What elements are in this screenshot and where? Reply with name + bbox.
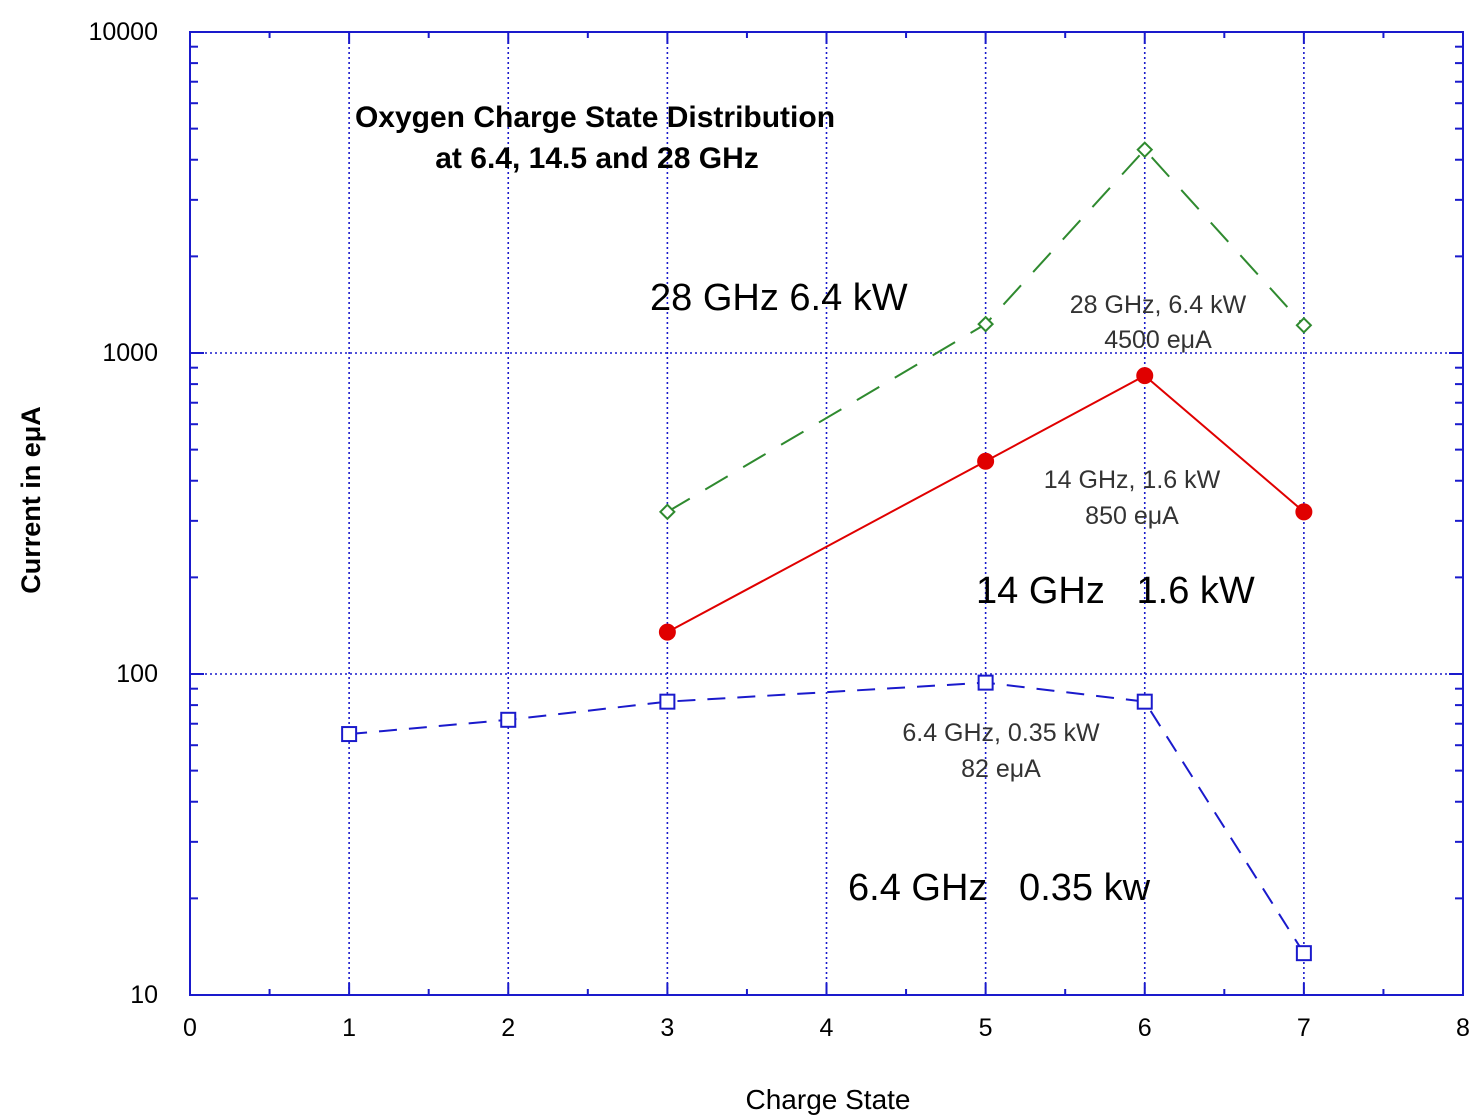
x-axis-label: Charge State	[746, 1084, 911, 1115]
y-tick-label: 10	[130, 981, 158, 1009]
chart-subtitle: at 6.4, 14.5 and 28 GHz	[435, 142, 758, 175]
plot-frame	[189, 31, 1464, 996]
big-label-28ghz: 28 GHz 6.4 kW	[650, 277, 908, 319]
x-tick-label: 0	[183, 1014, 197, 1042]
annotation-28ghz-line1: 28 GHz, 6.4 kW	[1070, 291, 1247, 319]
x-tick-label: 8	[1456, 1014, 1470, 1042]
x-tick-label: 6	[1138, 1014, 1152, 1042]
data-point-square	[500, 711, 517, 728]
data-point-square	[341, 726, 358, 743]
annotation-28ghz-line2: 4500 eμA	[1104, 326, 1212, 354]
grid	[190, 32, 1463, 995]
series-line	[666, 148, 1305, 513]
y-tick-label: 10000	[88, 18, 158, 46]
x-tick-label: 1	[342, 1014, 356, 1042]
annotation-14ghz-line1: 14 GHz, 1.6 kW	[1044, 466, 1221, 494]
series-open-square	[341, 674, 1312, 962]
data-point-diamond	[977, 315, 995, 333]
x-tick-label: 7	[1297, 1014, 1311, 1042]
series	[341, 141, 1313, 962]
annotation-6ghz-line1: 6.4 GHz, 0.35 kW	[902, 719, 1100, 747]
data-point-diamond	[1295, 316, 1313, 334]
data-point-circle	[977, 452, 995, 470]
data-point-square	[1295, 945, 1312, 962]
y-axis-label: Current in eμA	[16, 406, 46, 594]
annotation-14ghz-line2: 850 eμA	[1085, 502, 1179, 530]
series-diamond	[658, 141, 1313, 521]
data-point-square	[977, 674, 994, 691]
chart-title: Oxygen Charge State Distribution	[355, 101, 835, 134]
data-point-circle	[1136, 367, 1154, 385]
tick-labels: 0 1 2 3 4 5 6 7 8 10 100 1000 10000	[88, 18, 1469, 1042]
data-point-square	[1136, 693, 1153, 710]
big-label-14ghz: 14 GHz 1.6 kW	[976, 570, 1255, 612]
series-line	[349, 681, 1305, 954]
annotation-6ghz-line2: 82 eμA	[961, 755, 1041, 783]
series-line	[666, 374, 1305, 634]
x-tick-label: 5	[979, 1014, 993, 1042]
y-tick-label: 1000	[102, 339, 158, 367]
data-point-diamond	[1136, 141, 1154, 159]
x-tick-label: 4	[820, 1014, 834, 1042]
x-tick-label: 3	[660, 1014, 674, 1042]
y-tick-label: 100	[116, 660, 158, 688]
data-point-circle	[658, 623, 676, 641]
big-label-6ghz: 6.4 GHz 0.35 kw	[848, 867, 1151, 909]
data-point-square	[659, 693, 676, 710]
data-point-diamond	[658, 503, 676, 521]
x-tick-label: 2	[501, 1014, 515, 1042]
series-filled-circle	[658, 367, 1313, 641]
data-point-circle	[1295, 503, 1313, 521]
